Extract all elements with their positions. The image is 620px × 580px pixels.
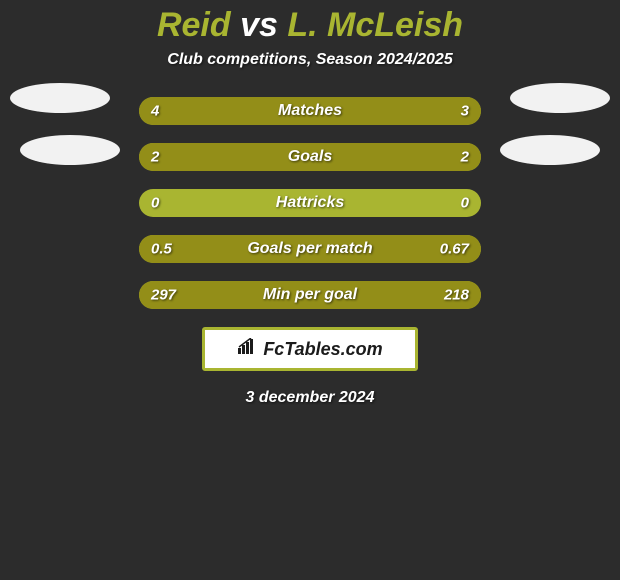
player-a-photo-2 — [20, 135, 120, 165]
stat-row: 4 Matches 3 — [139, 97, 481, 125]
stat-value-left: 0 — [151, 195, 159, 212]
subtitle: Club competitions, Season 2024/2025 — [0, 51, 620, 69]
stat-value-left: 0.5 — [151, 241, 172, 258]
player-a-name: Reid — [157, 6, 231, 44]
stat-row: 2 Goals 2 — [139, 143, 481, 171]
bar-chart-icon — [237, 338, 259, 361]
stat-value-left: 2 — [151, 149, 159, 166]
stat-row: 0.5 Goals per match 0.67 — [139, 235, 481, 263]
vs-label: vs — [240, 6, 278, 44]
stat-value-left: 297 — [151, 287, 176, 304]
stat-value-right: 218 — [444, 287, 469, 304]
stats-column: 4 Matches 3 2 Goals 2 0 Hattricks 0 — [139, 97, 481, 407]
stat-label: Goals — [288, 148, 332, 166]
stat-value-right: 3 — [461, 103, 469, 120]
stat-fill-left — [139, 143, 310, 171]
stat-value-right: 2 — [461, 149, 469, 166]
stat-value-right: 0.67 — [440, 241, 469, 258]
brand-text: FcTables.com — [263, 339, 382, 360]
stat-label: Hattricks — [276, 194, 344, 212]
stat-label: Min per goal — [263, 286, 357, 304]
stat-fill-right — [334, 97, 481, 125]
stat-value-right: 0 — [461, 195, 469, 212]
player-a-photo-1 — [10, 83, 110, 113]
player-b-photo-1 — [510, 83, 610, 113]
stat-label: Goals per match — [247, 240, 372, 258]
page-title: Reid vs L. McLeish — [0, 0, 620, 45]
player-b-photo-2 — [500, 135, 600, 165]
stat-row: 0 Hattricks 0 — [139, 189, 481, 217]
stat-label: Matches — [278, 102, 342, 120]
brand-box: FcTables.com — [202, 327, 418, 371]
comparison-infographic: Reid vs L. McLeish Club competitions, Se… — [0, 0, 620, 580]
content-area: 4 Matches 3 2 Goals 2 0 Hattricks 0 — [0, 97, 620, 407]
date-text: 3 december 2024 — [139, 389, 481, 407]
stat-row: 297 Min per goal 218 — [139, 281, 481, 309]
stat-fill-right — [310, 143, 481, 171]
player-b-name: L. McLeish — [287, 6, 463, 44]
stat-value-left: 4 — [151, 103, 159, 120]
